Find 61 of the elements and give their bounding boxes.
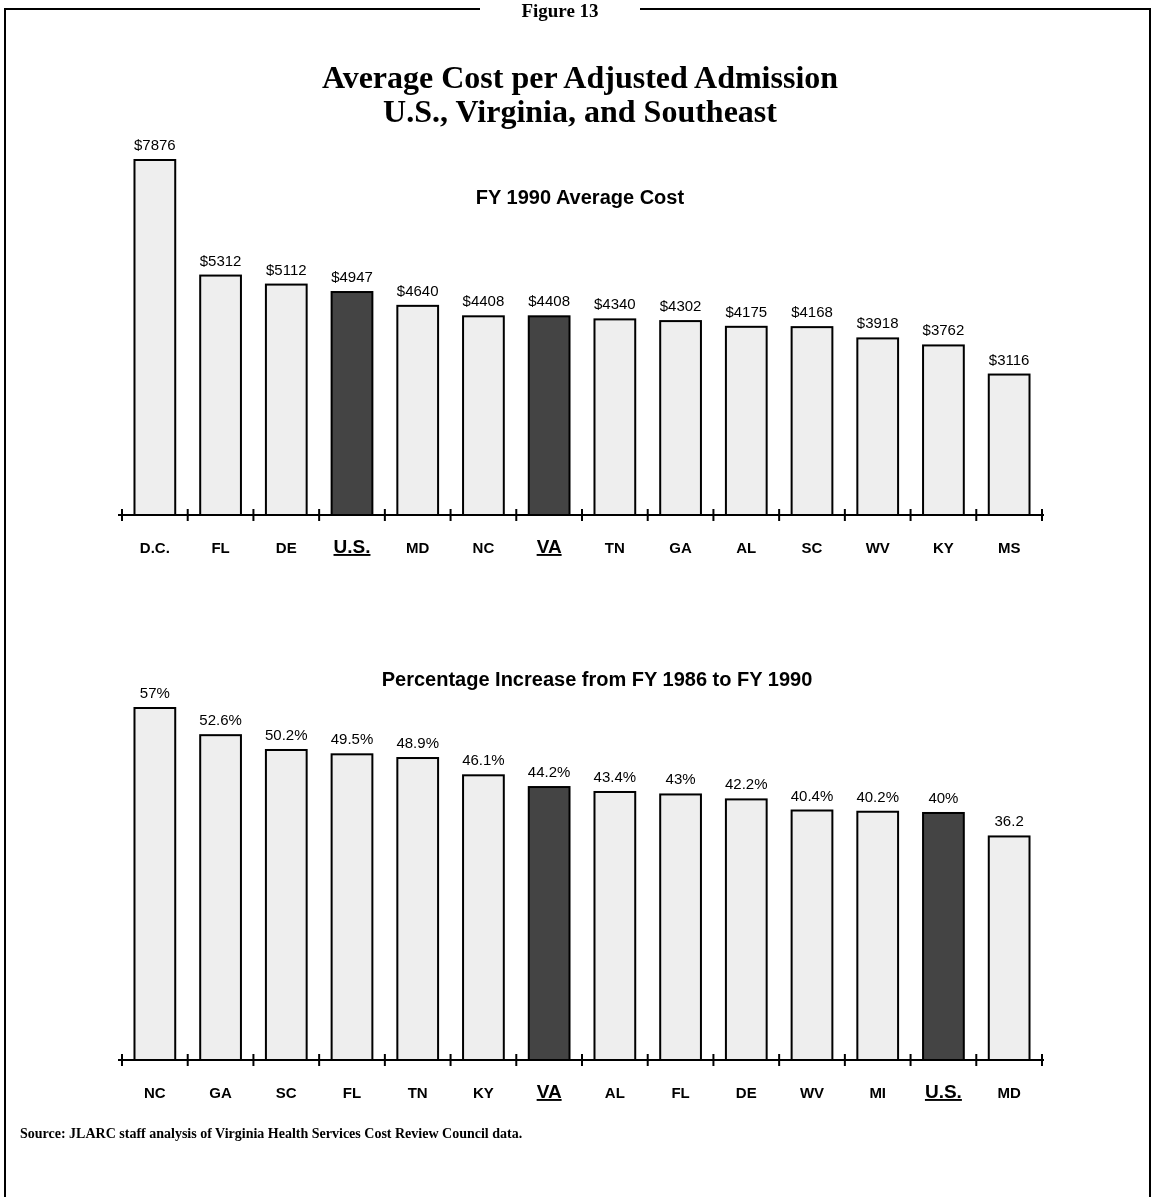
x-tick-label: FL xyxy=(671,1084,690,1101)
x-tick-label: AL xyxy=(736,539,757,556)
data-label: $5112 xyxy=(265,260,307,278)
x-tick-label: NC xyxy=(472,539,495,556)
data-label: $4175 xyxy=(725,302,768,320)
data-label: $4340 xyxy=(594,295,636,313)
x-tick-label: MD xyxy=(406,539,430,556)
x-tick-label: GA xyxy=(209,1084,232,1101)
data-label: $3762 xyxy=(922,321,965,339)
chart-title: Percentage Increase from FY 1986 to FY 1990 xyxy=(381,668,813,690)
data-label: $4302 xyxy=(659,297,702,315)
x-tick-label: U.S. xyxy=(333,536,371,557)
x-tick-label: WV xyxy=(799,1084,825,1101)
data-label: $4947 xyxy=(331,268,373,286)
data-label: 43% xyxy=(665,770,696,788)
data-label: $4408 xyxy=(462,292,505,310)
data-label: $7876 xyxy=(134,136,176,153)
x-tick-label: DE xyxy=(735,1084,757,1101)
data-label: 40.4% xyxy=(790,786,834,804)
data-label: 49.5% xyxy=(330,730,374,748)
x-tick-label: MD xyxy=(997,1084,1021,1101)
text: FY 1990 Average Cost xyxy=(475,186,685,208)
x-tick-label: DE xyxy=(275,539,297,556)
data-label: 46.1% xyxy=(462,751,505,769)
x-tick-label: AL xyxy=(604,1084,625,1101)
data-label: 50.2% xyxy=(265,725,308,743)
data-label: $3918 xyxy=(856,314,899,332)
data-label: 40.2% xyxy=(856,787,899,805)
data-label: $4640 xyxy=(396,281,439,299)
chart-title: Average Cost per Adjusted Admission U.S., Virginia, and Southeast xyxy=(321,59,839,129)
x-tick-label: U.S. xyxy=(924,1081,962,1102)
source-note: Source: JLARC staff analysis of Virginia Health Services Cost Review Council data. xyxy=(20,1126,523,1141)
x-tick-label: SC xyxy=(801,539,823,556)
data-label: 48.9% xyxy=(396,734,439,752)
x-tick-label: MS xyxy=(997,539,1021,556)
x-tick-label: KY xyxy=(473,1084,494,1101)
x-tick-label: MI xyxy=(869,1084,887,1101)
data-label: $4408 xyxy=(528,292,570,310)
x-tick-label: FL xyxy=(342,1084,362,1101)
x-tick-label: D.C. xyxy=(139,539,170,556)
data-label: 44.2% xyxy=(527,763,571,781)
x-tick-label: SC xyxy=(275,1084,297,1101)
data-label: $4168 xyxy=(791,303,833,321)
data-label: 57% xyxy=(139,684,170,701)
data-label: 40% xyxy=(928,788,959,806)
x-tick-label: VA xyxy=(536,1081,562,1102)
data-label: $3116 xyxy=(988,350,1030,368)
x-tick-label: GA xyxy=(669,539,692,556)
data-label: 42.2% xyxy=(725,775,768,793)
x-tick-label: TN xyxy=(604,539,625,556)
caption: Figure 13 xyxy=(521,0,599,21)
data-label: 43.4% xyxy=(593,767,637,785)
x-tick-label: FL xyxy=(211,539,230,556)
x-tick-label: VA xyxy=(536,536,562,557)
data-label: 36.2 xyxy=(994,812,1024,830)
x-tick-label: NC xyxy=(144,1084,166,1101)
x-tick-label: WV xyxy=(865,539,890,556)
x-tick-label: KY xyxy=(933,539,954,556)
data-label: 52.6% xyxy=(199,711,242,729)
data-label: $5312 xyxy=(199,251,242,269)
x-tick-label: TN xyxy=(407,1084,428,1101)
